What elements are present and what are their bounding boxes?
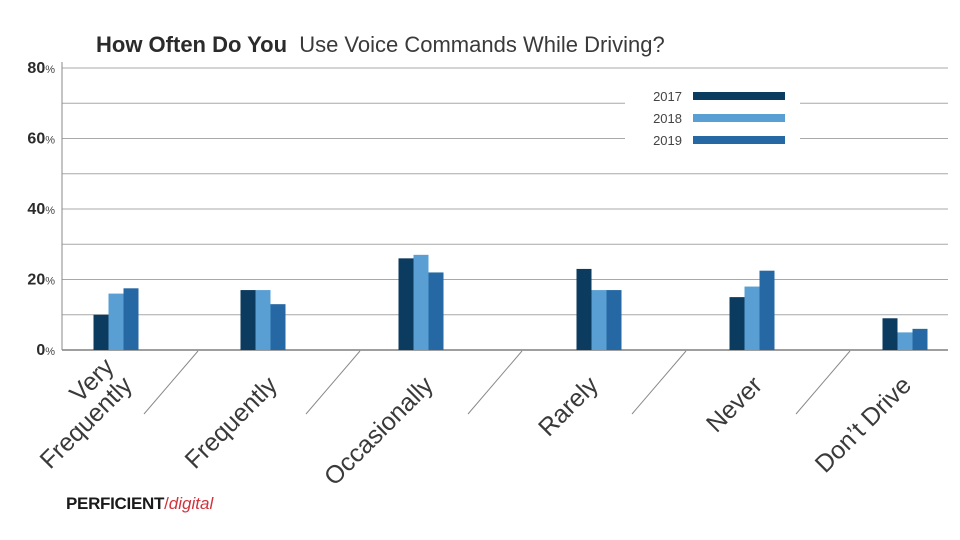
bars xyxy=(93,254,928,350)
bar-2019 xyxy=(428,272,444,350)
y-tick-label: 20% xyxy=(27,272,55,289)
x-axis: VeryFrequently Frequently Occasionally Rare… xyxy=(16,350,917,490)
category-separator xyxy=(795,350,851,415)
chart: How Often Do You Use Voice Commands Whil… xyxy=(16,32,948,490)
brand-name-part2: digital xyxy=(168,494,214,513)
y-tick-label: 60% xyxy=(27,131,55,148)
x-tick-label: Frequently xyxy=(180,371,284,475)
svg-text:Occasionally: Occasionally xyxy=(319,371,439,490)
svg-text:Never: Never xyxy=(701,371,768,438)
category-separator xyxy=(467,350,523,415)
svg-text:Frequently: Frequently xyxy=(180,371,284,475)
category-separator xyxy=(305,350,361,415)
category-separator xyxy=(631,350,687,415)
bar-2019 xyxy=(606,290,622,350)
y-tick-label: 0% xyxy=(36,342,55,359)
bar-2019 xyxy=(912,328,928,350)
bar-2018 xyxy=(255,290,271,350)
bar-2017 xyxy=(729,297,745,350)
bar-2018 xyxy=(744,286,760,350)
gridlines xyxy=(61,62,948,351)
legend-label: 2019 xyxy=(653,133,682,148)
bar-2017 xyxy=(398,258,414,350)
legend-swatch xyxy=(693,92,785,100)
bar-2019 xyxy=(123,288,139,350)
chart-title-rest: Use Voice Commands While Driving? xyxy=(299,32,665,57)
brand-logo: PERFICIENT/digital xyxy=(66,494,213,514)
legend-label: 2017 xyxy=(653,89,682,104)
legend: 2017 2018 2019 xyxy=(625,86,800,152)
y-axis: 0% 20% 40% 60% 80% xyxy=(27,60,55,359)
x-tick-label: VeryFrequently xyxy=(16,352,139,474)
legend-swatch xyxy=(693,136,785,144)
x-tick-label: Never xyxy=(701,371,768,438)
chart-title: How Often Do You Use Voice Commands Whil… xyxy=(96,32,665,57)
y-tick-label: 40% xyxy=(27,201,55,218)
svg-text:VeryFrequently: VeryFrequently xyxy=(16,352,138,474)
chart-title-bold: How Often Do You xyxy=(96,32,287,57)
bar-2018 xyxy=(108,293,124,350)
x-tick-label: Occasionally xyxy=(319,371,439,490)
bar-2019 xyxy=(759,270,775,350)
brand-name-part1: PERFICIENT xyxy=(66,494,165,513)
bar-2018 xyxy=(897,332,913,350)
legend-swatch xyxy=(693,114,785,122)
bar-2017 xyxy=(882,318,898,350)
x-tick-label: Don’t Drive xyxy=(810,371,917,478)
bar-2018 xyxy=(591,290,607,350)
legend-label: 2018 xyxy=(653,111,682,126)
brand-separator: / xyxy=(164,494,169,513)
svg-text:Don’t Drive: Don’t Drive xyxy=(810,371,917,478)
y-tick-label: 80% xyxy=(27,60,55,77)
bar-2018 xyxy=(413,254,429,350)
bar-2019 xyxy=(270,304,286,350)
bar-2017 xyxy=(93,314,109,350)
bar-2017 xyxy=(240,290,256,350)
bar-2017 xyxy=(576,268,592,350)
x-tick-label: Rarely xyxy=(533,371,604,442)
category-separator xyxy=(143,350,199,415)
svg-text:Rarely: Rarely xyxy=(533,371,604,442)
